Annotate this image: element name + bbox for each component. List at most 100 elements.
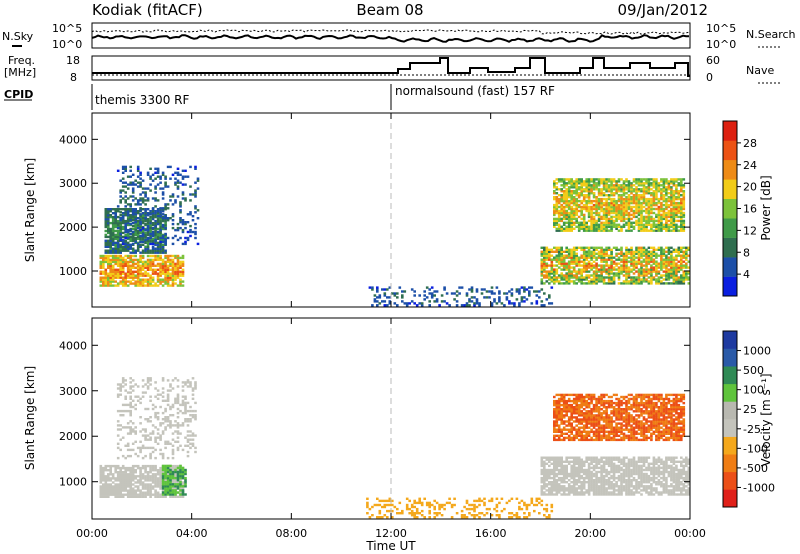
scatter-cell — [580, 225, 583, 228]
scatter-cell — [129, 469, 132, 472]
scatter-cell — [169, 483, 172, 486]
scatter-cell — [176, 268, 180, 271]
scatter-cell — [543, 487, 546, 490]
scatter-cell — [156, 274, 160, 277]
scatter-cell — [607, 205, 611, 209]
scatter-cell — [652, 229, 656, 232]
scatter-cell — [620, 184, 623, 187]
scatter-cell — [580, 213, 583, 217]
scatter-cell — [590, 278, 593, 281]
scatter-cell — [129, 391, 132, 394]
scatter-cell — [107, 235, 110, 239]
scatter-cell — [149, 282, 152, 285]
scatter-cell — [587, 462, 591, 465]
scatter-cell — [675, 213, 678, 217]
scatter-cell — [612, 462, 616, 465]
scatter-cell — [154, 395, 157, 398]
scatter-cell — [194, 409, 197, 413]
scatter-cell — [144, 251, 147, 254]
scatter-cell — [181, 403, 185, 407]
scatter-cell — [555, 186, 559, 189]
scatter-cell — [597, 487, 601, 490]
scatter-cell — [109, 227, 112, 231]
scatter-cell — [139, 475, 142, 478]
scatter-cell — [166, 393, 170, 396]
scatter-cell — [612, 246, 616, 249]
scatter-cell — [144, 278, 147, 281]
scatter-cell — [665, 213, 668, 217]
scatter-cell — [567, 225, 571, 228]
freq-unit-label: [MHz] — [4, 66, 36, 79]
scatter-cell — [166, 278, 170, 281]
scatter-cell — [543, 481, 546, 484]
scatter-cell — [550, 280, 554, 283]
scatter-cell — [652, 184, 656, 187]
scatter-cell — [111, 260, 115, 264]
scatter-cell — [136, 446, 140, 450]
scatter-cell — [104, 270, 108, 273]
scatter-cell — [590, 462, 593, 465]
scatter-cell — [612, 483, 616, 486]
scatter-cell — [116, 205, 120, 208]
scatter-cell — [189, 446, 192, 450]
scatter-cell — [587, 260, 591, 263]
scatter-cell — [121, 165, 125, 169]
scatter-cell — [144, 203, 147, 206]
scatter-cell — [151, 221, 155, 225]
scatter-cell — [680, 262, 683, 265]
scatter-cell — [179, 217, 182, 220]
scatter-cell — [617, 456, 621, 459]
scatter-cell — [391, 292, 394, 295]
scatter-cell — [179, 489, 182, 492]
scatter-cell — [149, 420, 152, 423]
scatter-cell — [102, 493, 105, 496]
scatter-cell — [159, 245, 162, 248]
scatter-cell — [393, 292, 397, 295]
scatter-cell — [119, 214, 122, 217]
scatter-cell — [171, 173, 175, 176]
scatter-cell — [136, 242, 140, 246]
scatter-cell — [159, 495, 162, 498]
scatter-cell — [383, 294, 387, 297]
scatter-cell — [154, 473, 157, 476]
scatter-cell — [99, 262, 103, 266]
scatter-cell — [109, 491, 112, 494]
scatter-cell — [116, 210, 120, 213]
scatter-cell — [156, 256, 160, 260]
scatter-cell — [161, 476, 165, 480]
scatter-cell — [605, 493, 608, 496]
scatter-cell — [164, 485, 167, 488]
scatter-cell — [557, 487, 561, 490]
scatter-cell — [655, 272, 658, 275]
scatter-cell — [665, 282, 668, 285]
scatter-cell — [560, 178, 563, 181]
scatter-cell — [607, 211, 611, 215]
scatter-cell — [680, 188, 683, 191]
scatter-cell — [600, 278, 603, 281]
scatter-cell — [675, 219, 678, 223]
scatter-cell — [119, 256, 122, 260]
scatter-cell — [166, 389, 170, 392]
scatter-cell — [590, 483, 593, 486]
scatter-cell — [565, 184, 568, 187]
scatter-cell — [131, 195, 135, 198]
scatter-cell — [154, 381, 157, 384]
scatter-cell — [562, 211, 566, 215]
scatter-cell — [146, 485, 150, 488]
scatter-cell — [116, 249, 120, 252]
scatter-cell — [672, 213, 676, 217]
scatter-cell — [610, 227, 613, 230]
scatter-cell — [570, 219, 573, 223]
scatter-cell — [682, 229, 686, 232]
scatter-cell — [107, 282, 110, 285]
scatter-cell — [572, 485, 576, 488]
scatter-cell — [159, 469, 162, 472]
scatter-cell — [149, 483, 152, 486]
scatter-cell — [612, 194, 616, 197]
scatter-cell — [114, 477, 117, 480]
scatter-cell — [376, 288, 379, 291]
scatter-cell — [585, 194, 588, 197]
scatter-cell — [114, 233, 117, 237]
scatter-cell — [602, 248, 606, 251]
scatter-cell — [161, 418, 165, 421]
